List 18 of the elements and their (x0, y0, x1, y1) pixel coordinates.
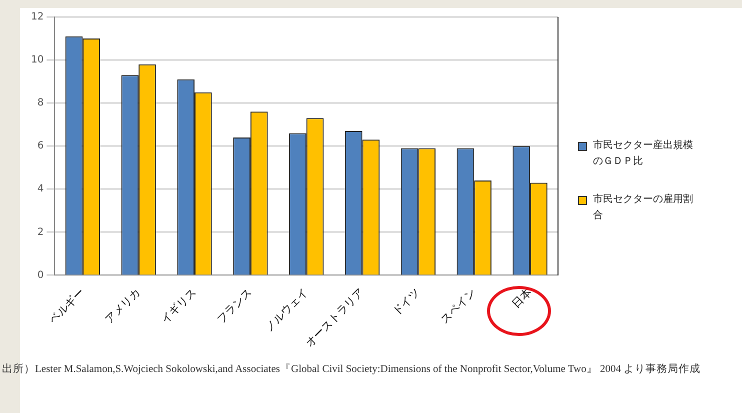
x-tick-label: ノルウェイ (262, 286, 311, 334)
y-tick-label: 2 (37, 226, 44, 238)
x-tick-label: イギリス (158, 286, 199, 326)
y-tick-label: 6 (37, 140, 44, 152)
y-tick-label: 12 (30, 12, 44, 23)
y-tick-label: 4 (37, 184, 44, 195)
x-tick-label: フランス (214, 286, 255, 326)
x-tick-label: 日本 (509, 286, 534, 311)
legend-label: 市民セクター産出規模のＧＤＰ比 (593, 138, 693, 169)
legend-label: 市民セクターの雇用割合 (593, 192, 693, 223)
x-tick-label: ドイツ (390, 286, 422, 318)
x-tick-label: ベルギー (46, 286, 87, 326)
y-tick-label: 10 (30, 54, 44, 66)
text: 出所）Lester M.Salamon,S.Wojciech Sokolowski,and Associates『Global Civil Society:Dimensions of the Nonprofit Sector,Volume Two』 2004 より事務局作成 (2, 362, 702, 377)
x-tick-label: スペイン (438, 286, 478, 326)
y-tick-label: 8 (37, 98, 44, 109)
x-tick-label: アメリカ (102, 286, 143, 326)
y-tick-label: 0 (37, 270, 44, 281)
